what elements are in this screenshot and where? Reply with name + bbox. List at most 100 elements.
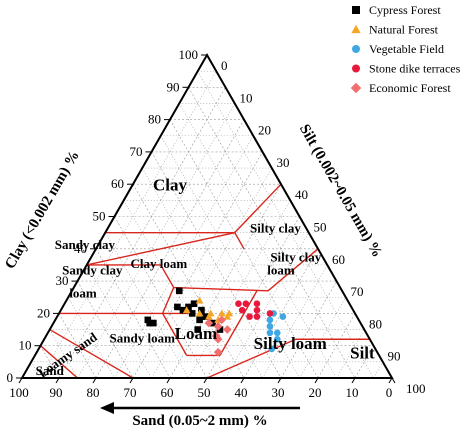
point-vegetable-field [279, 313, 287, 320]
legend-marker-economic-forest [350, 82, 362, 94]
legend-label-natural-forest: Natural Forest [369, 23, 439, 37]
sand-axis-title: Sand (0.05~2 mm) % [132, 413, 267, 429]
zone-boundary [86, 231, 235, 266]
grid-line [151, 167, 273, 379]
point-cypress-forest [190, 300, 198, 308]
zone-label-clay-loam: Clay loam [131, 256, 188, 271]
sand-direction-arrow [100, 402, 300, 414]
zone-label-silt: Silt [350, 344, 375, 363]
legend-label-stone-dike-terraces: Stone dike terraces [369, 62, 461, 76]
legend: Cypress Forest Natural Forest Vegetable Fi… [350, 3, 461, 95]
clay-axis-title: Clay (<0.002 mm) % [2, 148, 83, 272]
point-vegetable-field [266, 329, 274, 337]
zone-label-sandy-loam: Sandy loam [110, 330, 176, 345]
point-stone-dike-terraces [235, 300, 242, 308]
point-natural-forest [225, 309, 233, 317]
silt-tick-label: 30 [277, 155, 290, 170]
legend-marker-cypress-forest [352, 6, 360, 14]
clay-tick-label: 60 [111, 176, 124, 191]
sand-tick-label: 0 [386, 385, 393, 400]
point-cypress-forest [194, 326, 202, 333]
legend-marker-stone-dike-terraces [352, 64, 360, 73]
grid-line [104, 232, 189, 379]
point-natural-forest [195, 296, 204, 304]
point-vegetable-field [268, 345, 276, 353]
grid-line [86, 264, 152, 379]
grid-line [49, 329, 78, 379]
legend-label-vegetable-field: Vegetable Field [369, 42, 444, 56]
zone-label-sandy-clay-loam-2: loam [69, 285, 97, 300]
point-stone-dike-terraces [253, 300, 261, 308]
grid-line [336, 329, 365, 379]
zone-boundary [49, 328, 134, 379]
grid-line [95, 248, 171, 379]
zone-boundary [160, 264, 175, 288]
point-cypress-forest [175, 287, 183, 295]
zone-label-loam: Loam [175, 324, 218, 343]
zone-boundary [161, 287, 175, 314]
silt-tick-label: 70 [351, 284, 364, 299]
point-vegetable-field [274, 329, 281, 337]
silt-tick-label: 20 [258, 123, 271, 138]
sand-tick-label: 80 [87, 385, 100, 400]
point-vegetable-field [266, 316, 274, 324]
legend-marker-natural-forest [351, 24, 361, 34]
point-cypress-forest [196, 316, 203, 324]
clay-tick-label: 0 [7, 370, 14, 385]
zone-label-clay: Clay [153, 176, 188, 195]
silt-tick-label: 90 [388, 349, 401, 364]
point-cypress-forest [201, 313, 209, 320]
point-cypress-forest [216, 326, 224, 333]
point-stone-dike-terraces [242, 300, 250, 308]
sand-tick-label: 100 [9, 385, 29, 400]
legend-label-cypress-forest: Cypress Forest [369, 3, 441, 17]
data-points [144, 287, 287, 357]
clay-tick-label: 90 [167, 79, 180, 94]
grid-line [40, 71, 217, 379]
clay-tick-label: 30 [56, 273, 69, 288]
point-natural-forest [218, 309, 226, 317]
zone-boundary [267, 248, 319, 292]
grid-line [132, 151, 263, 379]
clay-tick-label: 20 [37, 305, 50, 320]
point-stone-dike-terraces [238, 306, 246, 314]
grid-line [30, 361, 41, 379]
point-cypress-forest [150, 319, 157, 327]
zone-label-silty-clay-loam-1: Silty clay [270, 250, 321, 265]
point-cypress-forest [185, 303, 192, 311]
point-economic-forest [204, 318, 214, 328]
zone-boundary [234, 183, 282, 234]
zone-boundary [234, 232, 245, 250]
point-economic-forest [213, 334, 223, 344]
point-vegetable-field [266, 323, 274, 330]
grid-line [225, 232, 310, 379]
silt-tick-label: 0 [221, 58, 228, 73]
legend-marker-vegetable-field [352, 45, 360, 53]
clay-tick-label: 40 [74, 241, 87, 256]
point-cypress-forest [146, 319, 153, 327]
sand-tick-label: 10 [346, 385, 359, 400]
silt-tick-label: 10 [240, 90, 253, 105]
sand-tick-label: 30 [272, 385, 285, 400]
grid-line [280, 280, 337, 379]
point-natural-forest [182, 306, 191, 314]
legend-label-economic-forest: Economic Forest [369, 81, 451, 95]
point-economic-forest [213, 347, 223, 357]
zone-label-sandy-clay-loam-1: Sandy clay [62, 263, 123, 278]
sand-tick-label: 90 [50, 385, 63, 400]
sand-tick-label: 60 [161, 385, 174, 400]
zone-boundary [40, 345, 78, 379]
grid-line [197, 71, 374, 379]
texture-zone-boundaries [40, 183, 370, 379]
clay-tick-label: 10 [19, 338, 32, 353]
zone-label-sand: Sand [36, 363, 65, 378]
point-stone-dike-terraces [266, 310, 274, 317]
clay-tick-label: 80 [148, 112, 161, 127]
clay-tick-label: 100 [179, 47, 199, 62]
grid-line [317, 313, 356, 379]
clay-tick-label: 70 [130, 144, 143, 159]
grid-line [123, 200, 226, 379]
silt-tick-label: 50 [314, 220, 327, 235]
point-cypress-forest [179, 306, 187, 314]
